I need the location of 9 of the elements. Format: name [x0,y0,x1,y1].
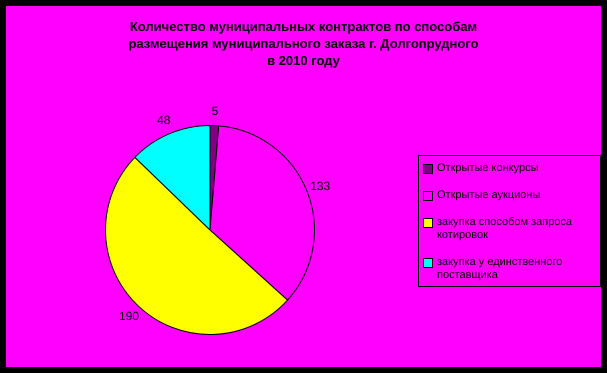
data-label: 5 [212,104,219,118]
legend-label: закупка у единственного поставщика [437,256,564,282]
data-label: 133 [310,178,331,193]
legend-label: Открытые аукционы [437,189,540,202]
legend-label: закупка способом запроса котировок [437,216,574,242]
chart-title: Количество муниципальных контрактов по способам размещения муниципального заказа г. Долгопрудного в 2010 году [127,18,480,69]
data-label: 48 [157,113,171,128]
data-label: 190 [119,308,140,323]
legend-label: Открытые конкурсы [437,162,539,175]
